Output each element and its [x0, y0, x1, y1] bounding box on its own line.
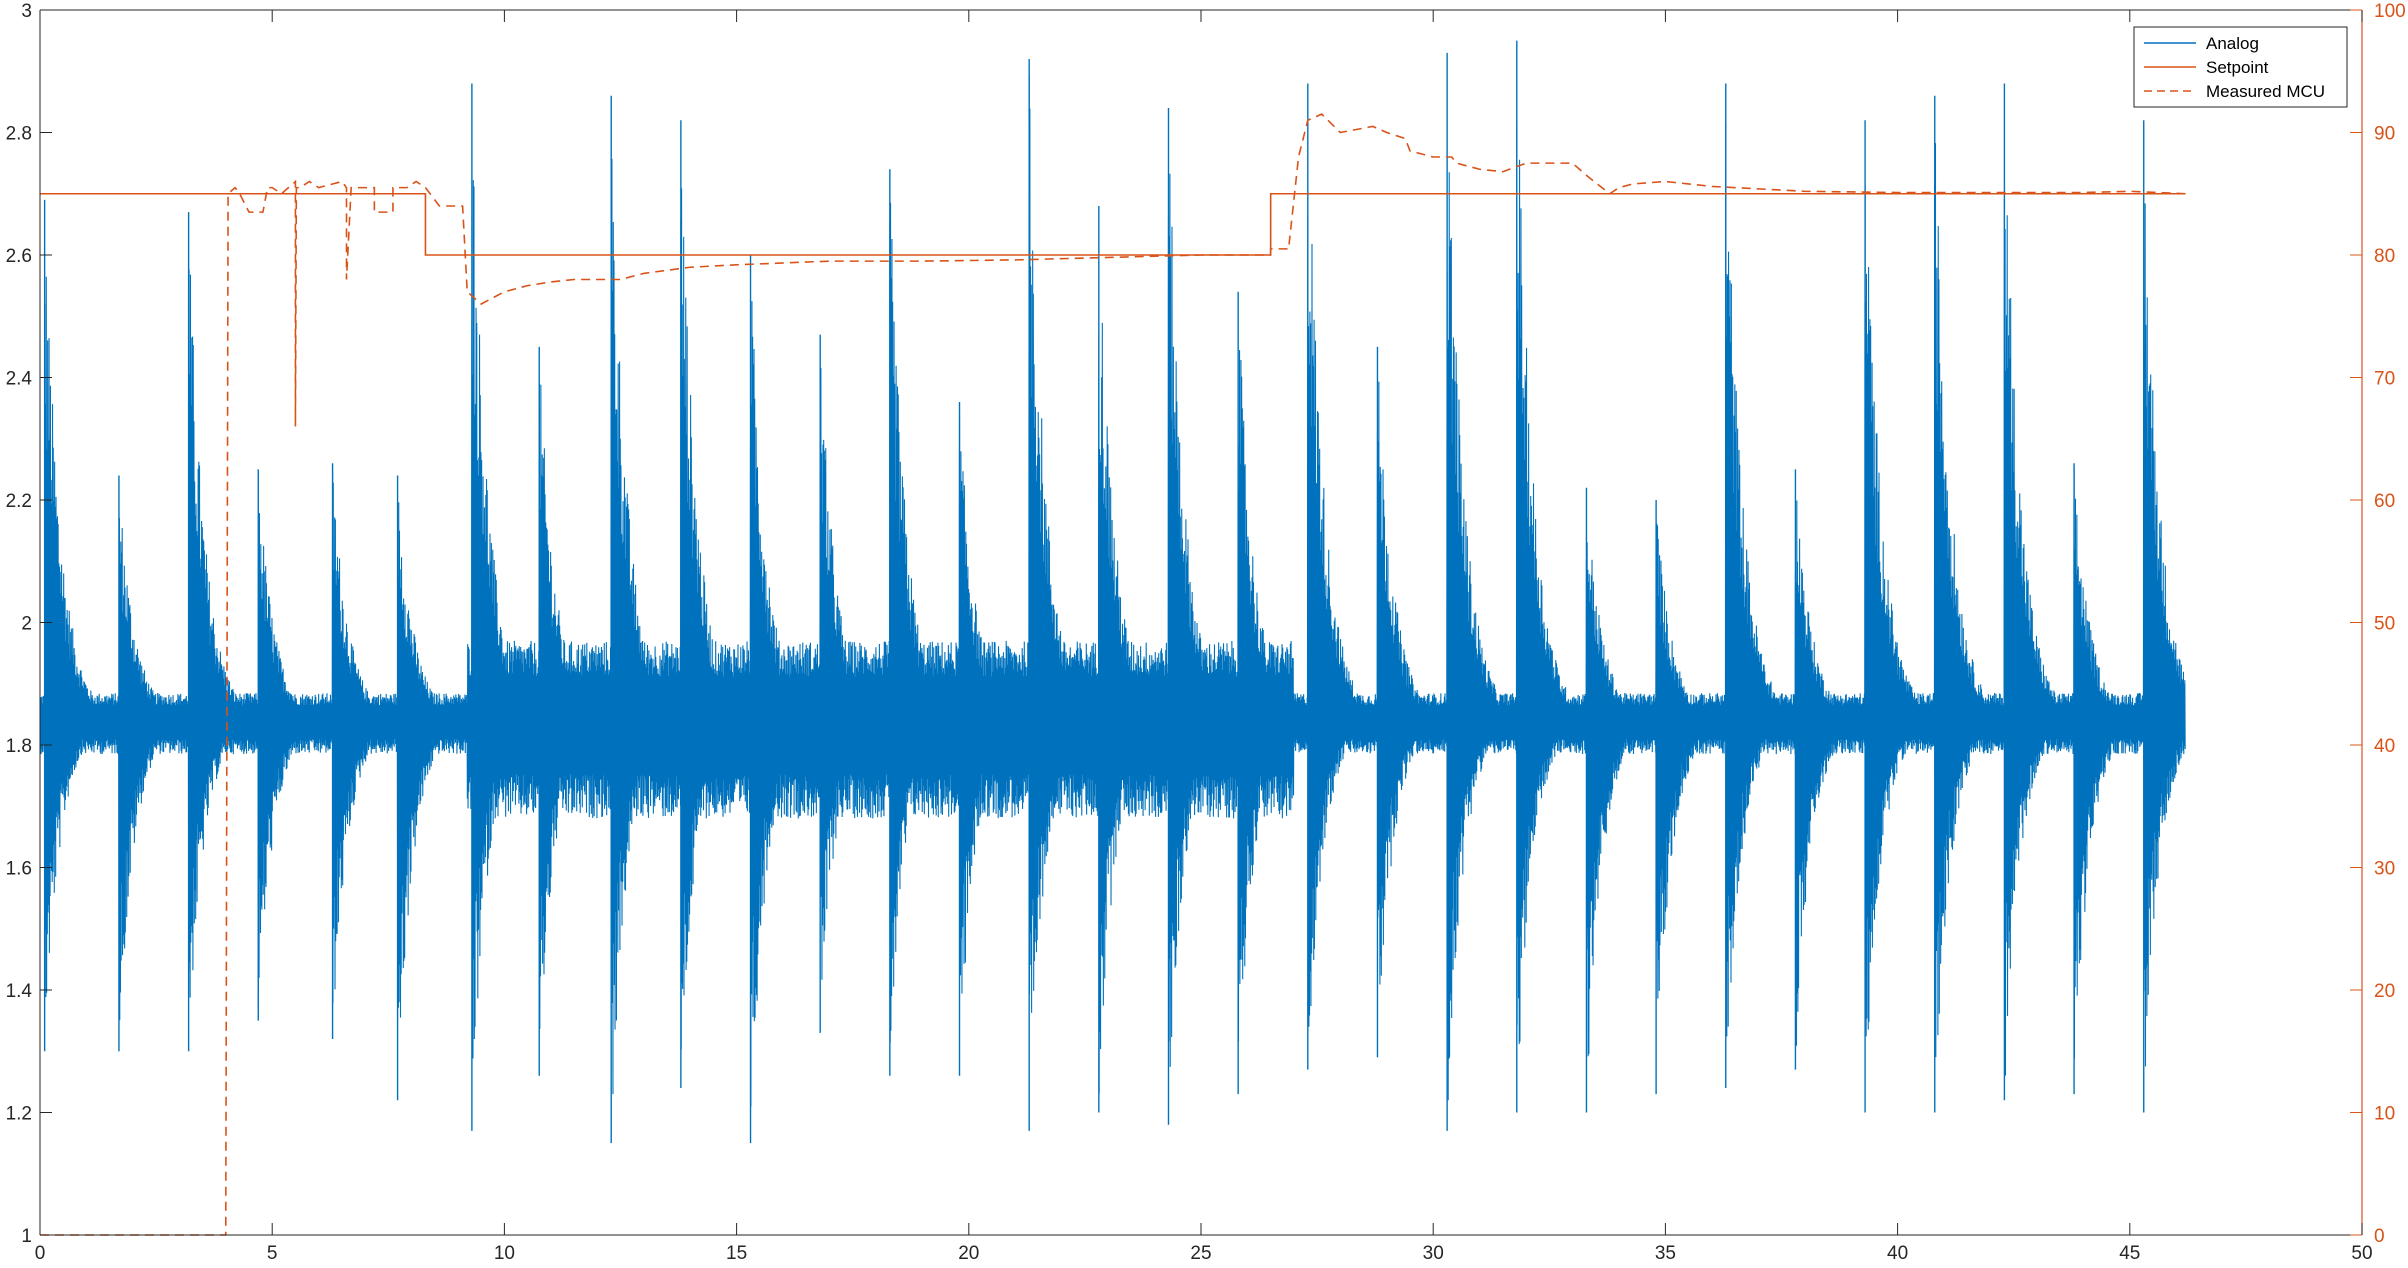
- x-tick-label: 30: [1423, 1243, 1444, 1264]
- plot-area: [40, 10, 2362, 1235]
- left-y-tick-label: 1.2: [6, 1104, 32, 1125]
- left-y-axis-ticks: 1 1.2 1.4 1.6 1.8 2 2.2 2.4 2.6 2.8 3: [6, 1, 52, 1247]
- right-y-tick-label: 10: [2374, 1104, 2395, 1125]
- x-tick-label: 15: [726, 1243, 747, 1264]
- left-y-tick-label: 1.4: [6, 981, 33, 1002]
- x-tick-label: 45: [2119, 1243, 2140, 1264]
- x-axis-ticks: 0 5 10 15 20 25 30 35 40 45 50: [35, 10, 2373, 1264]
- x-tick-label: 40: [1887, 1243, 1908, 1264]
- left-y-tick-label: 2.8: [6, 124, 32, 145]
- measured-mcu-series: [40, 113, 2186, 1236]
- left-y-tick-label: 3: [21, 1, 32, 22]
- setpoint-line: [40, 192, 2186, 256]
- analog-series: [39, 40, 2186, 1144]
- right-y-tick-label: 80: [2374, 246, 2395, 267]
- right-y-axis-ticks: 0 10 20 30 40 50 60 70 80 90 100: [2350, 1, 2406, 1247]
- x-tick-label: 5: [267, 1243, 278, 1264]
- legend-label-analog: Analog: [2206, 34, 2259, 53]
- left-y-tick-label: 1.8: [6, 736, 32, 757]
- right-y-tick-label: 90: [2374, 124, 2395, 145]
- x-tick-label: 0: [35, 1243, 46, 1264]
- measured-mcu-line: [40, 113, 2186, 1236]
- left-y-tick-label: 1: [21, 1226, 32, 1247]
- right-y-tick-label: 40: [2374, 736, 2395, 757]
- right-y-tick-label: 60: [2374, 491, 2395, 512]
- left-y-tick-label: 2.6: [6, 246, 32, 267]
- legend-label-measured-mcu: Measured MCU: [2206, 82, 2325, 101]
- legend: Analog Setpoint Measured MCU: [2133, 26, 2348, 108]
- right-y-tick-label: 100: [2374, 1, 2406, 22]
- left-y-tick-label: 2: [21, 614, 32, 635]
- left-y-tick-label: 1.6: [6, 859, 32, 880]
- right-y-tick-label: 0: [2374, 1226, 2385, 1247]
- x-tick-label: 20: [958, 1243, 979, 1264]
- right-y-tick-label: 20: [2374, 981, 2395, 1002]
- right-y-tick-label: 70: [2374, 369, 2395, 390]
- left-y-tick-label: 2.2: [6, 491, 32, 512]
- x-tick-label: 50: [2351, 1243, 2372, 1264]
- legend-label-setpoint: Setpoint: [2206, 58, 2269, 77]
- x-tick-label: 10: [494, 1243, 515, 1264]
- right-y-tick-label: 50: [2374, 614, 2395, 635]
- x-tick-label: 25: [1190, 1243, 1211, 1264]
- right-y-tick-label: 30: [2374, 859, 2395, 880]
- setpoint-series: [40, 192, 2186, 256]
- left-y-tick-label: 2.4: [6, 369, 33, 390]
- x-tick-label: 35: [1655, 1243, 1676, 1264]
